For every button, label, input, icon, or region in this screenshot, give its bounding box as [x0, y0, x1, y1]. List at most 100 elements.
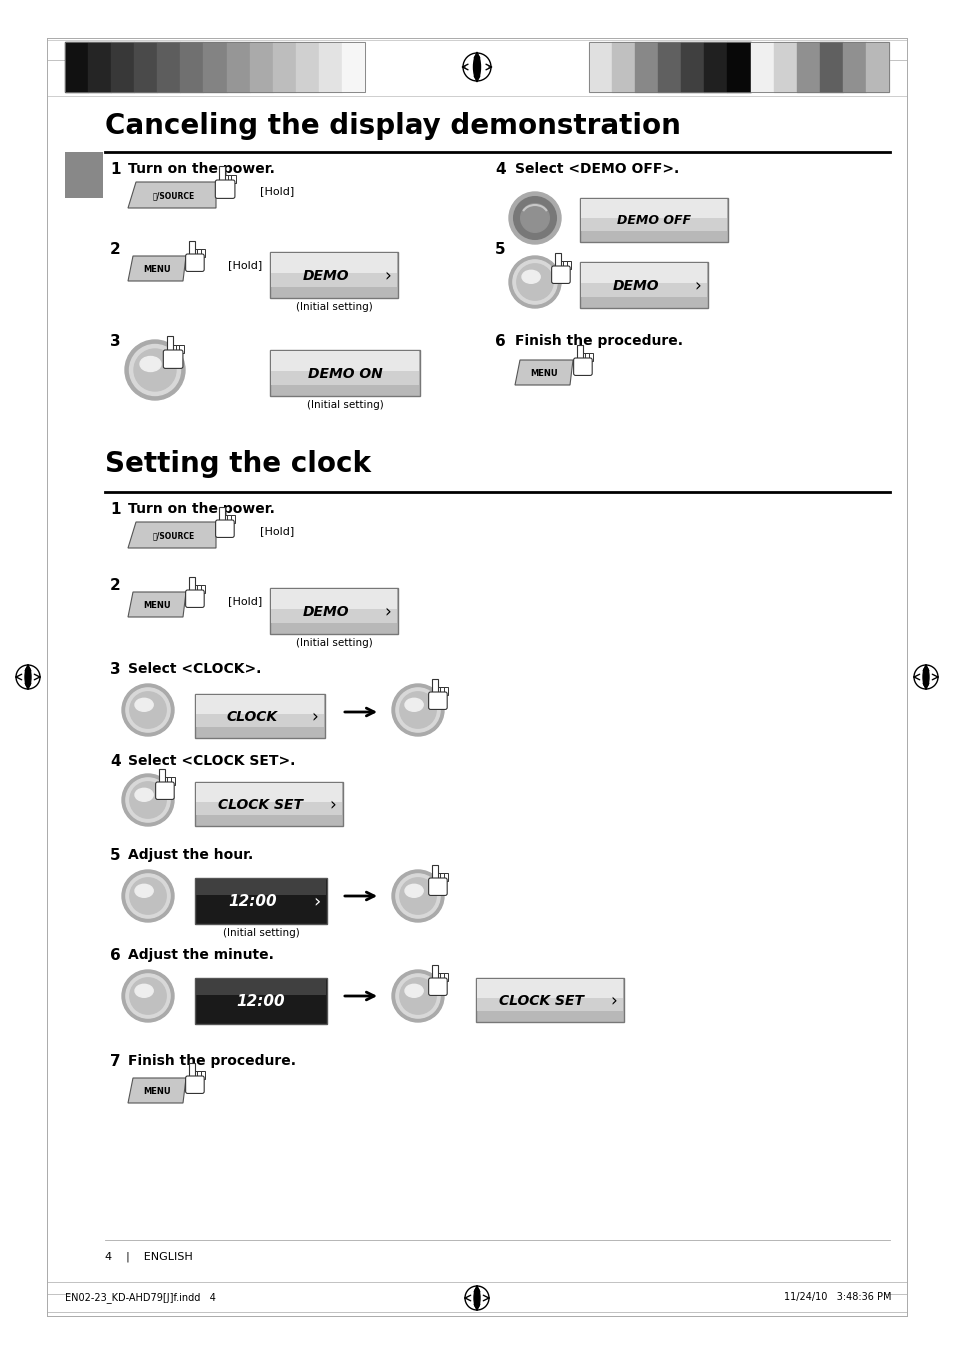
- Text: Finish the procedure.: Finish the procedure.: [128, 1053, 295, 1068]
- Bar: [194, 1071, 198, 1079]
- Bar: [271, 272, 396, 287]
- Bar: [190, 241, 194, 256]
- Polygon shape: [128, 1078, 186, 1104]
- Text: 7: 7: [110, 1053, 120, 1070]
- Text: 1: 1: [110, 502, 120, 517]
- Circle shape: [509, 192, 560, 244]
- Bar: [271, 589, 396, 609]
- Bar: [226, 42, 250, 92]
- Text: ⏻/SOURCE: ⏻/SOURCE: [152, 532, 195, 540]
- Bar: [271, 609, 396, 623]
- Bar: [194, 249, 198, 257]
- Bar: [195, 783, 341, 803]
- Bar: [588, 42, 612, 92]
- Circle shape: [130, 877, 166, 914]
- Circle shape: [125, 340, 185, 399]
- Text: DEMO: DEMO: [612, 279, 659, 292]
- Bar: [796, 42, 819, 92]
- Circle shape: [395, 873, 439, 918]
- Text: [Hold]: [Hold]: [228, 596, 262, 607]
- Bar: [436, 686, 441, 695]
- Bar: [841, 42, 865, 92]
- Bar: [579, 263, 707, 307]
- Text: 6: 6: [110, 948, 121, 963]
- Bar: [443, 873, 448, 881]
- Bar: [750, 42, 773, 92]
- Bar: [164, 777, 169, 785]
- Bar: [179, 344, 184, 353]
- Bar: [195, 695, 324, 715]
- FancyBboxPatch shape: [551, 265, 570, 283]
- Circle shape: [130, 781, 166, 818]
- Text: DEMO ON: DEMO ON: [307, 367, 382, 380]
- FancyBboxPatch shape: [186, 1076, 204, 1094]
- Text: MENU: MENU: [530, 370, 558, 378]
- Circle shape: [122, 871, 173, 922]
- Polygon shape: [515, 360, 573, 385]
- Bar: [157, 42, 180, 92]
- Text: 2: 2: [110, 578, 121, 593]
- Bar: [680, 42, 703, 92]
- Bar: [865, 42, 888, 92]
- Bar: [476, 979, 622, 999]
- Bar: [271, 253, 396, 274]
- Circle shape: [122, 774, 173, 826]
- Bar: [219, 165, 225, 181]
- Bar: [65, 42, 88, 92]
- Text: MENU: MENU: [143, 601, 171, 611]
- Bar: [65, 42, 365, 92]
- Text: MENU: MENU: [143, 265, 171, 274]
- Bar: [588, 42, 888, 92]
- Text: CLOCK: CLOCK: [226, 709, 277, 724]
- Bar: [580, 283, 706, 297]
- Circle shape: [513, 196, 556, 240]
- Bar: [224, 515, 229, 523]
- Circle shape: [130, 978, 166, 1014]
- Bar: [341, 42, 365, 92]
- Bar: [227, 515, 232, 523]
- Polygon shape: [128, 523, 215, 548]
- Bar: [580, 218, 726, 232]
- Bar: [270, 252, 397, 298]
- Text: Finish the procedure.: Finish the procedure.: [515, 334, 682, 348]
- Circle shape: [399, 978, 436, 1014]
- Bar: [190, 1063, 194, 1078]
- Bar: [195, 802, 341, 815]
- Text: DEMO OFF: DEMO OFF: [617, 214, 690, 227]
- Bar: [197, 249, 202, 257]
- Bar: [112, 42, 134, 92]
- Text: 5: 5: [495, 242, 505, 257]
- Bar: [432, 678, 437, 695]
- Bar: [134, 42, 157, 92]
- Ellipse shape: [25, 666, 30, 688]
- Text: [Hold]: [Hold]: [260, 185, 294, 196]
- FancyBboxPatch shape: [215, 520, 233, 538]
- Bar: [194, 695, 325, 738]
- Text: [Hold]: [Hold]: [228, 260, 262, 269]
- Circle shape: [392, 969, 443, 1022]
- Bar: [432, 865, 437, 880]
- Circle shape: [122, 969, 173, 1022]
- Text: ›: ›: [694, 278, 700, 295]
- Text: (Initial setting): (Initial setting): [222, 927, 299, 938]
- Bar: [65, 152, 103, 198]
- Bar: [581, 353, 586, 360]
- FancyBboxPatch shape: [428, 692, 447, 709]
- Text: Turn on the power.: Turn on the power.: [128, 162, 274, 176]
- Text: 4    |    ENGLISH: 4 | ENGLISH: [105, 1252, 193, 1262]
- Bar: [559, 261, 564, 269]
- Bar: [270, 588, 397, 634]
- Circle shape: [395, 688, 439, 733]
- Bar: [194, 978, 327, 1024]
- Text: Select <CLOCK>.: Select <CLOCK>.: [128, 662, 261, 676]
- Ellipse shape: [135, 699, 153, 711]
- Bar: [579, 198, 727, 242]
- Bar: [270, 349, 419, 395]
- Bar: [194, 585, 198, 593]
- Bar: [167, 336, 172, 352]
- Polygon shape: [128, 181, 215, 209]
- Bar: [88, 42, 112, 92]
- Bar: [577, 345, 582, 360]
- Bar: [443, 686, 448, 695]
- Text: CLOCK SET: CLOCK SET: [218, 798, 303, 812]
